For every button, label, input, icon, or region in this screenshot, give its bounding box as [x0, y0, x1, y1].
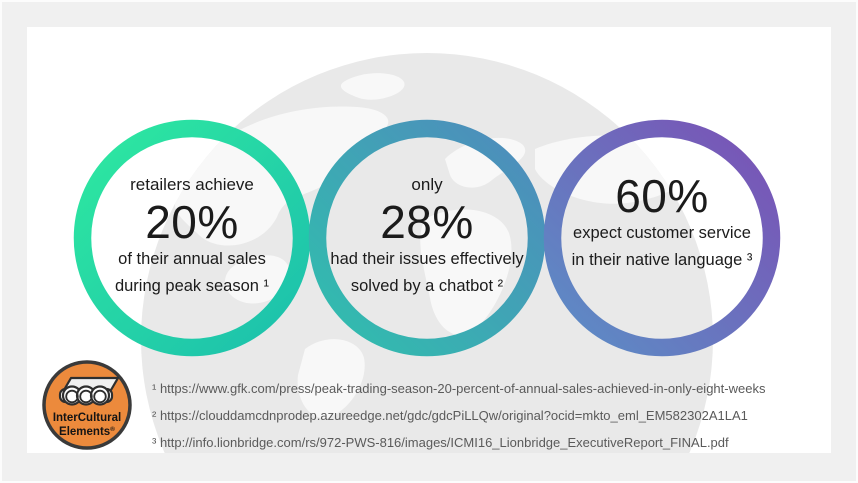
- source-footnotes: ¹ https://www.gfk.com/press/peak-trading…: [152, 375, 765, 453]
- stat-detail-line: in their native language ³: [571, 251, 753, 269]
- stat-percentage: 20%: [145, 196, 239, 248]
- footnote-2: ² https://clouddamcdnprodep.azureedge.ne…: [152, 408, 748, 423]
- stat-chatbot: only 28% had their issues effectively so…: [307, 172, 547, 300]
- stat-native-language: 60% expect customer service in their nat…: [542, 172, 782, 274]
- footnote-1: ¹ https://www.gfk.com/press/peak-trading…: [152, 381, 766, 396]
- stat-peak-season: retailers achieve 20% of their annual sa…: [72, 172, 312, 300]
- stat-intro-text: only: [411, 175, 443, 194]
- logo-line-2: Elements®: [59, 425, 115, 438]
- stat-detail-line: expect customer service: [573, 224, 751, 242]
- ring-teal-blue: [308, 119, 546, 357]
- logo-line-1: InterCultural: [53, 412, 121, 424]
- intercultural-elements-logo: InterCultural Elements®: [42, 360, 132, 450]
- stat-detail-line: of their annual sales: [118, 250, 266, 268]
- stat-rings: [73, 119, 781, 357]
- registered-mark: ®: [110, 425, 115, 433]
- stat-percentage: 28%: [380, 196, 474, 248]
- ring-green: [73, 119, 311, 357]
- stat-detail-line: had their issues effectively: [330, 250, 524, 268]
- brick-icon: [58, 376, 120, 406]
- infographic-card: retailers achieve 20% of their annual sa…: [27, 27, 831, 453]
- stat-detail-line: solved by a chatbot ²: [350, 277, 504, 295]
- stat-intro-text: retailers achieve: [130, 175, 254, 194]
- stat-percentage: 60%: [615, 170, 709, 222]
- ring-blue-purple: [543, 119, 781, 357]
- footnote-3: ³ http://info.lionbridge.com/rs/972-PWS-…: [152, 435, 729, 450]
- stat-detail-line: during peak season ¹: [114, 277, 270, 295]
